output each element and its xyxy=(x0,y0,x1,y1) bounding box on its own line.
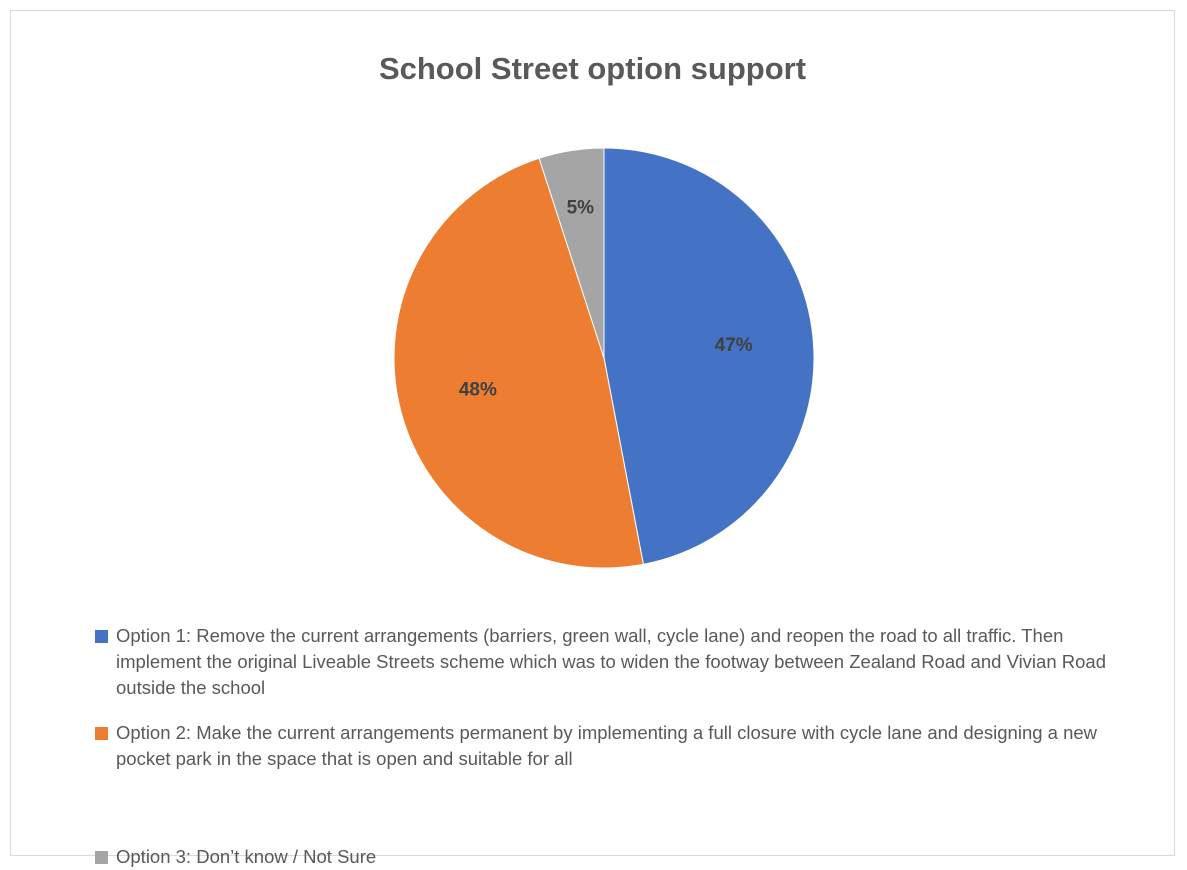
legend-label: Option 3: Don’t know / Not Sure xyxy=(116,846,377,867)
legend-swatch xyxy=(95,851,108,864)
pie-slice-option-3 xyxy=(538,147,605,359)
legend-label: Option 1: Remove the current arrangement… xyxy=(116,625,1106,698)
chart-legend: Option 1: Remove the current arrangement… xyxy=(95,623,1115,870)
legend-swatch xyxy=(95,630,108,643)
legend-entry-option-2: Option 2: Make the current arrangements … xyxy=(95,720,1115,772)
data-label-option-3: 5% xyxy=(567,198,595,219)
legend-entry-option-3: Option 3: Don’t know / Not Sure xyxy=(95,844,1115,870)
chart-area: School Street option support 47% 48% 5% Op… xyxy=(10,10,1175,867)
pie-data-labels: 47% 48% 5% xyxy=(459,198,753,401)
pie-slices xyxy=(393,147,815,569)
pie-slice-option-2 xyxy=(393,157,644,569)
legend-swatch xyxy=(95,727,108,740)
data-label-option-1: 47% xyxy=(715,335,753,356)
legend-entry-option-1: Option 1: Remove the current arrangement… xyxy=(95,623,1115,701)
data-label-option-2: 48% xyxy=(459,379,497,400)
pie-slice-option-1 xyxy=(603,147,815,565)
legend-label: Option 2: Make the current arrangements … xyxy=(116,722,1098,769)
pie-chart: 47% 48% 5% xyxy=(393,147,815,569)
chart-title: School Street option support xyxy=(378,51,807,86)
